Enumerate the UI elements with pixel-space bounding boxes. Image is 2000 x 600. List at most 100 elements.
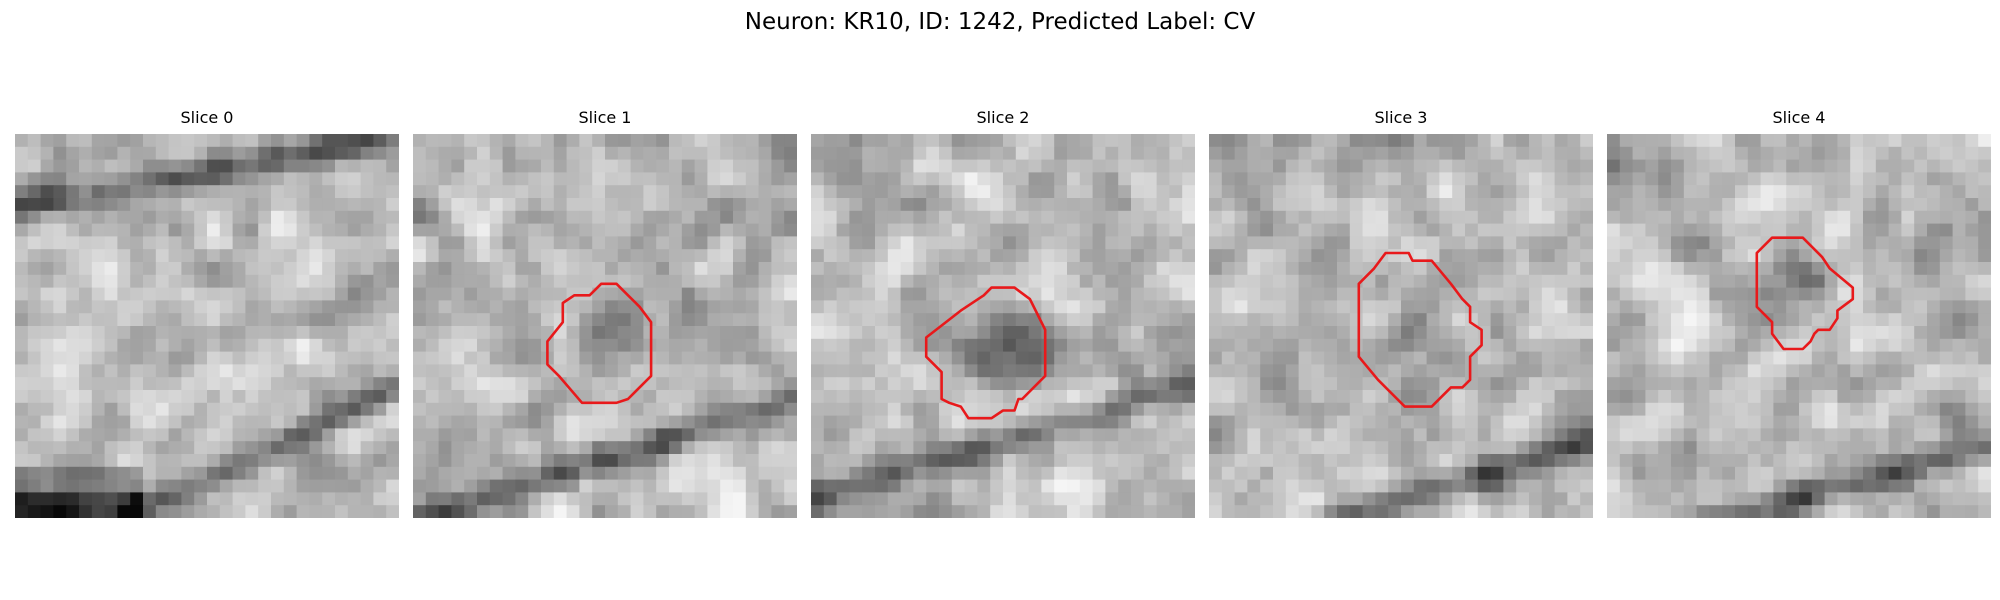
pixel-cell <box>1607 313 1621 327</box>
pixel-cell <box>130 287 144 301</box>
pixel-cell <box>245 146 259 161</box>
pixel-cell <box>951 454 966 468</box>
pixel-cell <box>1324 377 1338 391</box>
pixel-cell <box>502 249 516 263</box>
pixel-cell <box>258 492 272 506</box>
pixel-cell <box>425 236 440 250</box>
roi-outline <box>1357 251 1483 408</box>
pixel-cell <box>40 159 54 173</box>
pixel-cell <box>117 287 131 301</box>
pixel-cell <box>1760 454 1774 468</box>
pixel-cell <box>1965 351 1979 365</box>
pixel-cell <box>656 428 670 442</box>
pixel-cell <box>1490 159 1504 173</box>
pixel-cell <box>1092 351 1106 365</box>
pixel-cell <box>1645 210 1659 225</box>
pixel-cell <box>322 274 336 289</box>
pixel-cell <box>1939 172 1954 186</box>
pixel-cell <box>617 236 632 250</box>
pixel-cell <box>464 492 478 506</box>
pixel-cell <box>733 300 747 314</box>
pixel-cell <box>1952 172 1966 186</box>
pixel-cell <box>1118 274 1132 289</box>
pixel-cell <box>373 390 387 404</box>
pixel-cell <box>104 351 118 365</box>
pixel-cell <box>1426 441 1440 455</box>
pixel-cell <box>849 236 863 250</box>
pixel-cell <box>91 172 106 186</box>
pixel-cell <box>347 492 362 506</box>
pixel-cell <box>373 505 387 518</box>
pixel-cell <box>1683 313 1698 327</box>
pixel-cell <box>91 185 106 199</box>
pixel-cell <box>643 466 657 481</box>
pixel-cell <box>1760 249 1774 263</box>
pixel-cell <box>1143 159 1158 173</box>
pixel-cell <box>40 415 54 429</box>
pixel-cell <box>656 287 670 301</box>
pixel-cell <box>1503 402 1517 417</box>
pixel-cell <box>1503 262 1517 276</box>
pixel-cell <box>360 274 374 289</box>
pixel-cell <box>27 454 42 468</box>
pixel-cell <box>836 287 850 301</box>
pixel-cell <box>1260 159 1274 173</box>
pixel-cell <box>1401 441 1415 455</box>
pixel-cell <box>1696 198 1710 212</box>
pixel-cell <box>181 287 195 301</box>
pixel-cell <box>1105 146 1119 161</box>
pixel-cell <box>1028 402 1042 417</box>
pixel-cell <box>515 300 529 314</box>
pixel-cell <box>53 402 67 417</box>
pixel-cell <box>1003 198 1017 212</box>
pixel-cell <box>617 134 632 148</box>
pixel-cell <box>130 236 144 250</box>
pixel-cell <box>605 390 619 404</box>
pixel-cell <box>464 134 478 148</box>
pixel-cell <box>913 338 927 353</box>
pixel-cell <box>745 262 760 276</box>
pixel-cell <box>926 390 940 404</box>
pixel-cell <box>1273 479 1287 493</box>
pixel-cell <box>977 402 991 417</box>
pixel-cell <box>630 223 644 237</box>
pixel-cell <box>1169 249 1183 263</box>
pixel-cell <box>194 377 208 391</box>
pixel-cell <box>528 159 542 173</box>
pixel-cell <box>1311 415 1325 429</box>
pixel-cell <box>1978 185 1991 199</box>
pixel-cell <box>309 262 323 276</box>
pixel-cell <box>784 223 797 237</box>
pixel-cell <box>515 505 529 518</box>
pixel-cell <box>40 402 54 417</box>
pixel-cell <box>1362 492 1376 506</box>
pixel-cell <box>1413 492 1428 506</box>
pixel-cell <box>1709 210 1723 225</box>
pixel-cell <box>541 492 555 506</box>
pixel-cell <box>1632 236 1646 250</box>
pixel-cell <box>40 364 54 378</box>
pixel-cell <box>1452 262 1466 276</box>
pixel-cell <box>143 134 157 148</box>
pixel-cell <box>489 274 504 289</box>
pixel-cell <box>592 210 606 225</box>
pixel-cell <box>207 415 221 429</box>
pixel-cell <box>1927 377 1941 391</box>
pixel-cell <box>104 159 118 173</box>
pixel-cell <box>990 223 1004 237</box>
pixel-cell <box>1337 492 1351 506</box>
pixel-cell <box>1978 428 1991 442</box>
pixel-cell <box>1939 390 1954 404</box>
pixel-cell <box>181 249 195 263</box>
pixel-cell <box>1221 390 1236 404</box>
pixel-cell <box>1273 466 1287 481</box>
pixel-cell <box>887 223 902 237</box>
pixel-cell <box>1234 479 1248 493</box>
pixel-cell <box>707 300 721 314</box>
pixel-cell <box>451 415 465 429</box>
pixel-cell <box>143 287 157 301</box>
pixel-cell <box>451 185 465 199</box>
pixel-cell <box>1645 466 1659 481</box>
pixel-cell <box>592 415 606 429</box>
pixel-cell <box>579 428 593 442</box>
